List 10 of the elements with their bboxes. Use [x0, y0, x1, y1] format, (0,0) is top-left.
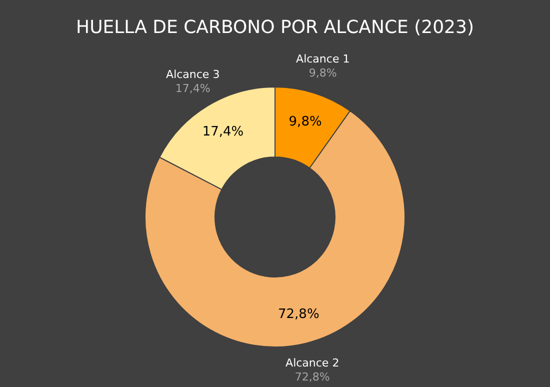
- text: 17,4%: [175, 82, 210, 96]
- chart-title: HUELLA DE CARBONO POR ALCANCE (2023): [76, 17, 474, 38]
- data-label: 72,8%: [278, 307, 320, 322]
- slice-label: Alcance 2: [286, 356, 340, 370]
- slice-label: Alcance 3: [166, 68, 220, 82]
- data-label: 17,4%: [202, 124, 244, 140]
- text: 72,8%: [294, 370, 330, 384]
- data-label: 9,8%: [288, 114, 322, 130]
- slice-label: Alcance 1: [296, 52, 350, 66]
- text: 9,8%: [308, 66, 337, 80]
